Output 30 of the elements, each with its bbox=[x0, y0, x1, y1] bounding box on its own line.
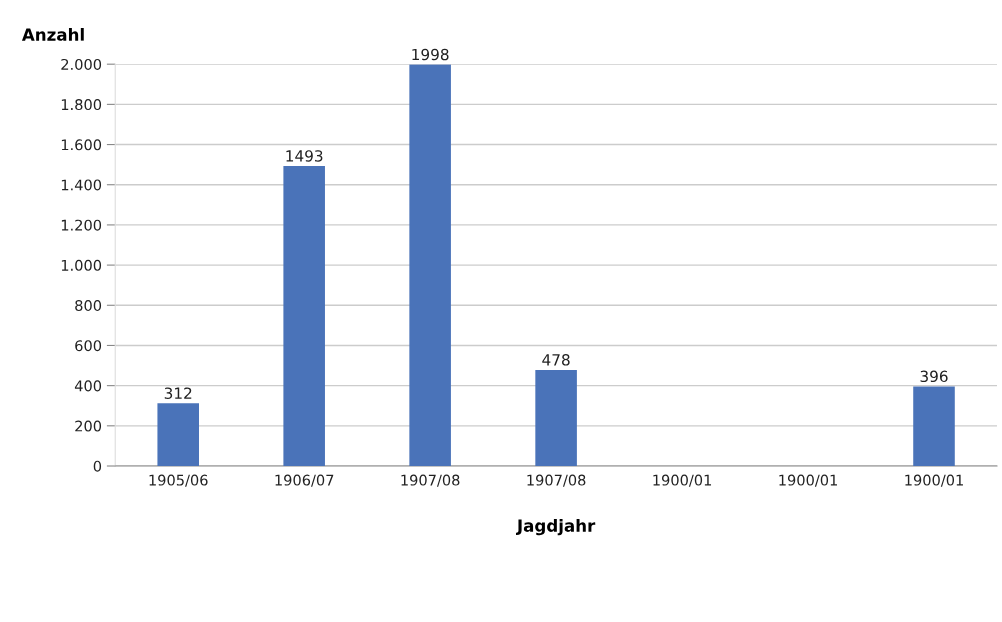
y-tick-label: 2.000 bbox=[61, 58, 102, 70]
y-tick-label: 1.000 bbox=[61, 259, 102, 271]
data-label: 1493 bbox=[286, 150, 323, 162]
bar bbox=[535, 369, 577, 466]
bar bbox=[913, 386, 955, 466]
data-label: 1998 bbox=[412, 48, 449, 61]
y-tick-label: 400 bbox=[74, 380, 102, 392]
x-tick-label: 1900/01 bbox=[905, 474, 963, 487]
y-tick-label: 600 bbox=[75, 340, 102, 352]
y-tick-label: 1.600 bbox=[61, 139, 102, 151]
y-tick-label: 800 bbox=[75, 299, 102, 312]
x-tick-label: 1900/01 bbox=[653, 474, 712, 487]
bar bbox=[409, 64, 451, 466]
bar bbox=[157, 403, 199, 466]
y-axis-title: Anzahl bbox=[21, 27, 84, 41]
x-tick-label: 1907/08 bbox=[527, 474, 586, 487]
y-tick-label: 0 bbox=[93, 460, 102, 472]
y-tick-label: 1.400 bbox=[61, 179, 102, 191]
x-tick-label: 1905/06 bbox=[149, 474, 208, 487]
data-label: 312 bbox=[164, 387, 192, 399]
data-label: 478 bbox=[542, 354, 570, 366]
y-tick-label: 200 bbox=[75, 420, 102, 432]
x-tick-label: 1906/07 bbox=[275, 474, 334, 487]
x-tick-label: 1900/01 bbox=[779, 474, 837, 487]
bar bbox=[283, 166, 325, 466]
data-label: 396 bbox=[920, 370, 948, 383]
y-tick-label: 1.800 bbox=[61, 99, 102, 111]
x-axis-title: Jagdjahr bbox=[516, 519, 596, 536]
y-tick-label: 1.200 bbox=[61, 219, 102, 231]
x-tick-label: 1907/08 bbox=[401, 474, 460, 487]
